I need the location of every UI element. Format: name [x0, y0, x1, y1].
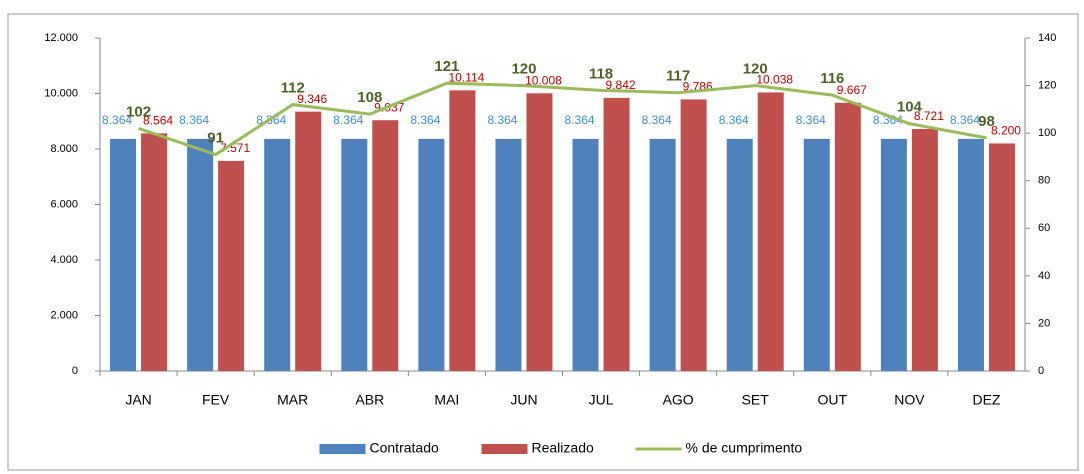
value-label: 8.364 [102, 113, 132, 127]
bar [957, 138, 984, 371]
y-tick-label: 0 [72, 365, 78, 377]
x-tick-label: JUL [589, 392, 614, 408]
value-label: 8.364 [796, 113, 826, 127]
legend-swatch [481, 444, 528, 454]
y-tick-label: 12.000 [44, 32, 78, 44]
x-tick-label: MAR [277, 392, 308, 408]
value-label: 108 [357, 89, 382, 106]
x-tick-label: SET [742, 392, 770, 408]
value-label: 91 [207, 130, 224, 147]
bar [187, 138, 214, 371]
bar [141, 133, 168, 371]
bar [526, 93, 553, 371]
y2-tick-label: 140 [1038, 32, 1056, 44]
y2-tick-label: 120 [1038, 79, 1056, 91]
bar [911, 128, 938, 371]
x-tick-label: AGO [663, 392, 694, 408]
legend-swatch [319, 444, 366, 454]
value-label: 121 [434, 58, 459, 75]
value-label: 120 [511, 61, 536, 78]
bar [295, 111, 322, 371]
value-label: 8.364 [333, 113, 363, 127]
y2-tick-label: 20 [1038, 317, 1050, 329]
y-tick-label: 8.000 [50, 143, 78, 155]
y2-tick-label: 40 [1038, 270, 1050, 282]
y-tick-label: 10.000 [44, 87, 78, 99]
value-label: 8.364 [642, 113, 672, 127]
y2-tick-label: 60 [1038, 222, 1050, 234]
y-tick-label: 4.000 [50, 254, 78, 266]
value-label: 8.364 [410, 113, 440, 127]
y2-tick-label: 80 [1038, 175, 1050, 187]
legend-label: Contratado [370, 440, 439, 456]
bar [757, 92, 784, 372]
bar [649, 138, 676, 371]
value-label: 8.364 [950, 113, 980, 127]
value-label: 98 [978, 113, 995, 130]
bar [218, 160, 245, 371]
value-label: 8.721 [914, 109, 944, 123]
value-label: 8.364 [873, 113, 903, 127]
line [138, 81, 987, 157]
x-tick-label: NOV [894, 392, 925, 408]
legend-label: Realizado [532, 440, 594, 456]
bar [495, 138, 522, 371]
bar [603, 97, 630, 372]
value-label: 10.008 [525, 73, 562, 87]
bar [418, 138, 445, 371]
bar [680, 99, 707, 371]
x-tick-label: JUN [510, 392, 537, 408]
value-label: 9.346 [297, 92, 327, 106]
bar [803, 138, 830, 371]
y-tick-label: 2.000 [50, 309, 78, 321]
value-label: 9.842 [606, 78, 636, 92]
value-label: 8.564 [143, 114, 173, 128]
bar [834, 102, 861, 371]
x-tick-label: MAI [434, 392, 459, 408]
legend-label: % de cumprimento [686, 440, 803, 456]
value-label: 8.200 [991, 124, 1021, 138]
value-label: 7.571 [220, 141, 250, 155]
x-tick-label: DEZ [972, 392, 1000, 408]
bar [572, 138, 599, 371]
value-label: 8.364 [719, 113, 749, 127]
value-label: 117 [666, 68, 690, 85]
bar [341, 138, 368, 371]
bar [449, 90, 476, 372]
bar [726, 138, 753, 371]
value-label: 104 [897, 99, 923, 116]
y2-tick-label: 100 [1038, 127, 1056, 139]
value-label: 116 [820, 70, 844, 87]
value-label: 8.364 [179, 113, 209, 127]
x-tick-label: FEV [202, 392, 230, 408]
y-tick-label: 6.000 [50, 198, 78, 210]
value-label: 8.364 [565, 113, 595, 127]
bar [264, 138, 291, 371]
bar [372, 120, 399, 371]
value-label: 9.667 [837, 83, 867, 97]
bar [110, 138, 137, 371]
x-tick-label: OUT [818, 392, 848, 408]
value-label: 10.038 [756, 73, 793, 87]
value-label: 102 [126, 103, 151, 120]
bar [880, 138, 907, 371]
value-label: 10.114 [448, 71, 484, 85]
x-tick-label: ABR [355, 392, 384, 408]
value-label: 112 [281, 80, 305, 97]
y2-tick-label: 0 [1038, 365, 1044, 377]
x-tick-label: JAN [125, 392, 151, 408]
value-label: 8.364 [487, 113, 517, 127]
bar [988, 143, 1015, 371]
value-label: 118 [589, 65, 613, 82]
value-label: 120 [743, 61, 768, 78]
